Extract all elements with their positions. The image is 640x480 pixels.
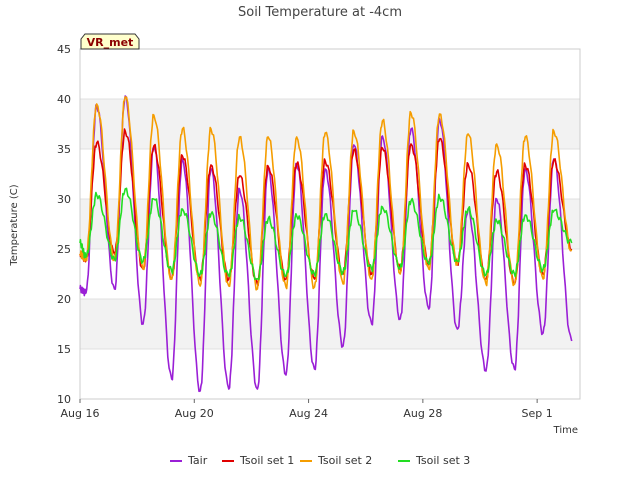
x-tick-label: Sep 1	[522, 407, 553, 420]
legend-label: Tsoil set 3	[415, 454, 470, 467]
y-tick-label: 15	[57, 343, 71, 356]
x-axis-ticks: Aug 16 Aug 20 Aug 24 Aug 28 Sep 1	[61, 399, 553, 420]
x-tick-label: Aug 16	[61, 407, 100, 420]
x-tick-label: Aug 24	[289, 407, 328, 420]
y-tick-label: 10	[57, 393, 71, 406]
legend-label: Tsoil set 1	[239, 454, 294, 467]
y-tick-label: 45	[57, 43, 71, 56]
y-tick-label: 35	[57, 143, 71, 156]
y-tick-label: 20	[57, 293, 71, 306]
y-tick-label: 25	[57, 243, 71, 256]
station-badge: VR_met	[80, 33, 140, 50]
legend-item: Tsoil set 3	[398, 454, 470, 467]
chart-title: Soil Temperature at -4cm	[238, 5, 402, 20]
legend-label: Tsoil set 2	[317, 454, 372, 467]
y-tick-label: 30	[57, 193, 71, 206]
grid-band	[80, 299, 580, 349]
y-axis-ticks: 10 15 20 25 30 35 40 45	[57, 43, 71, 406]
legend-item: Tair	[170, 454, 208, 467]
y-tick-label: 40	[57, 93, 71, 106]
series-line-4	[79, 187, 573, 281]
x-axis-label: Time	[553, 425, 578, 436]
station-badge-label: VR_met	[87, 36, 134, 49]
legend-item: Tsoil set 1	[222, 454, 294, 467]
legend-item: Tsoil set 2	[300, 454, 372, 467]
grid-band	[80, 99, 580, 149]
x-tick-label: Aug 20	[175, 407, 214, 420]
plot-area	[79, 48, 581, 400]
x-tick-label: Aug 28	[403, 407, 442, 420]
legend-label: Tair	[187, 454, 208, 467]
legend: Tair Tsoil set 1 Tsoil set 2 Tsoil set 3	[170, 454, 470, 467]
series-layer	[79, 95, 573, 393]
y-axis-label: Temperature (C)	[9, 184, 20, 266]
